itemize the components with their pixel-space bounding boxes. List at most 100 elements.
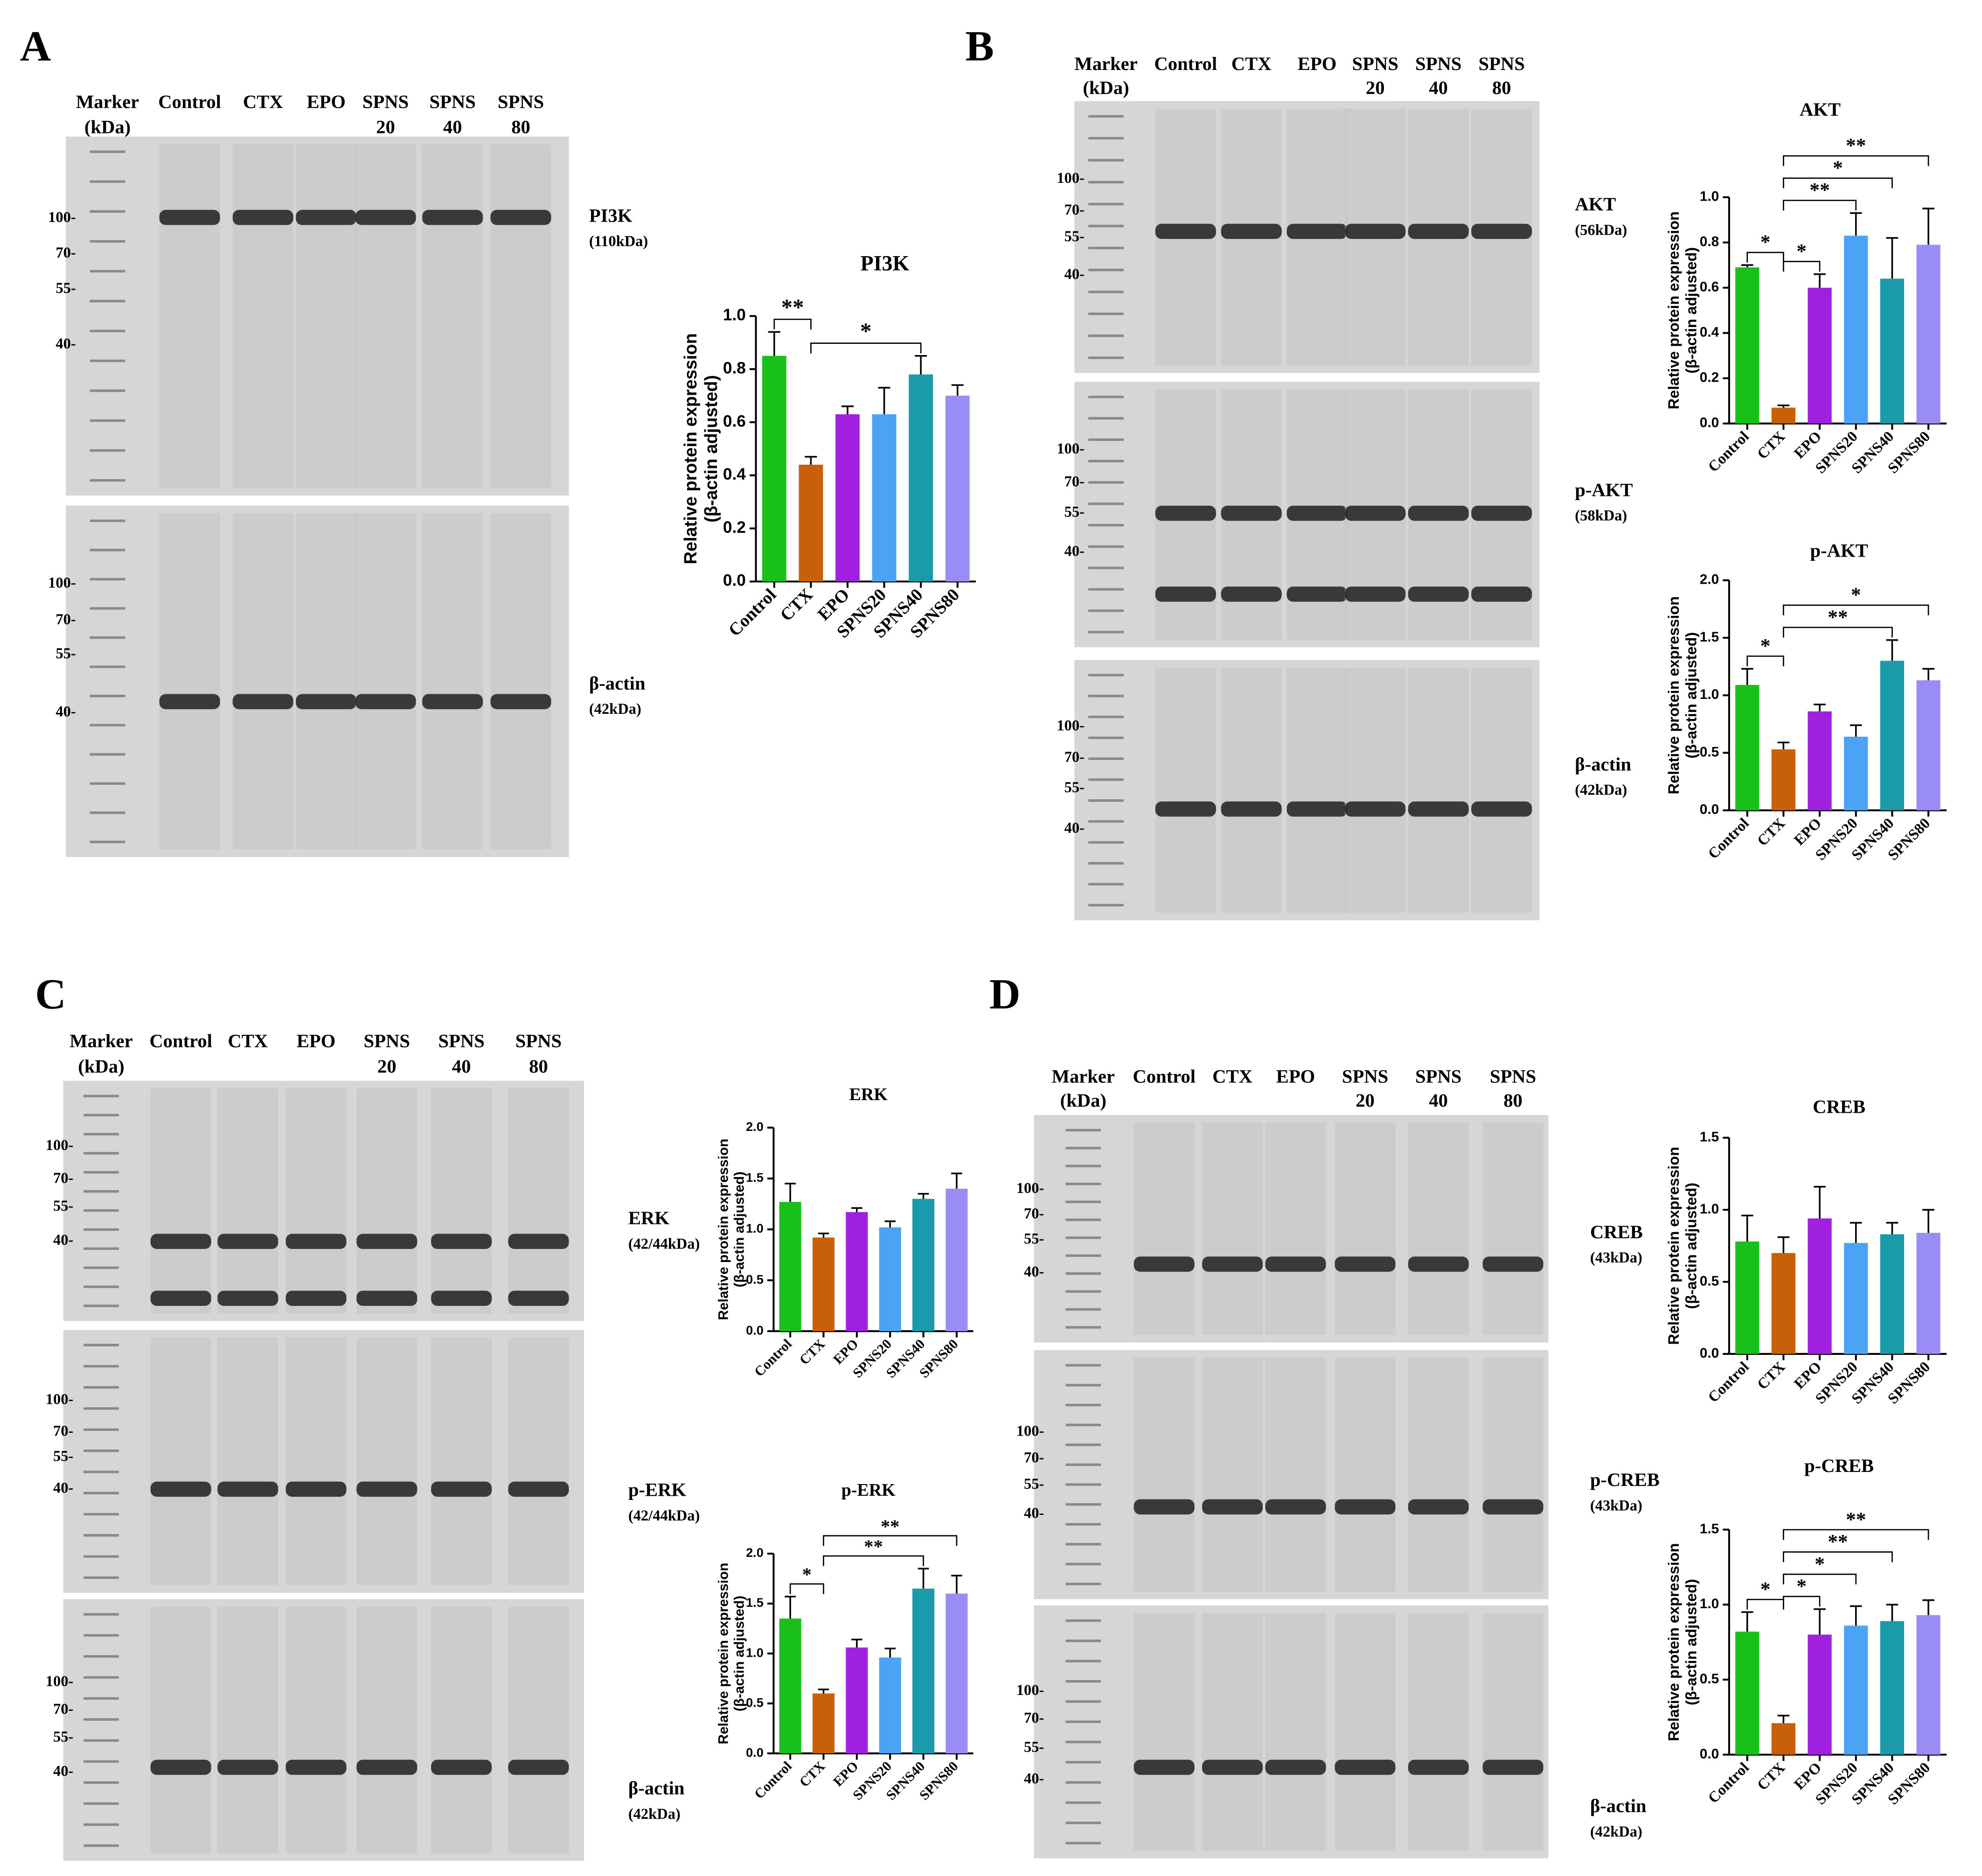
y-axis-label: (β-actin adjusted) <box>1683 1183 1699 1309</box>
protein-band <box>1482 1499 1544 1515</box>
error-bar <box>1886 639 1899 661</box>
sig-bracket <box>1783 604 1929 615</box>
error-bar <box>1741 264 1753 268</box>
panel-letter: C <box>35 970 66 1018</box>
lane-smear <box>1335 1123 1396 1335</box>
lane-label: Control <box>158 91 221 112</box>
protein-band <box>217 1759 278 1775</box>
protein-band <box>1408 1759 1469 1775</box>
error-bar <box>1850 1222 1862 1243</box>
error-bar <box>1922 1209 1934 1233</box>
bar <box>1880 1621 1905 1755</box>
error-bar <box>1814 704 1826 711</box>
marker-label: 40- <box>56 335 76 352</box>
bar <box>1771 749 1796 810</box>
lane-label: (kDa) <box>1083 77 1129 98</box>
lane-smear <box>1265 1123 1326 1335</box>
bar <box>872 414 897 582</box>
protein-band <box>508 1234 569 1249</box>
lane-smear <box>1482 1613 1544 1851</box>
lane-label: SPNS <box>515 1031 562 1052</box>
lane-smear <box>217 1337 278 1585</box>
y-tick-label: 0.5 <box>1700 744 1719 760</box>
marker-label: 70- <box>56 611 76 628</box>
lane-smear <box>431 1088 492 1314</box>
bar <box>1844 737 1868 810</box>
sig-bracket <box>1783 1596 1821 1607</box>
marker-label: 100- <box>1016 1423 1044 1439</box>
chart-title: p-CREB <box>1804 1455 1874 1476</box>
bar <box>1880 1234 1905 1354</box>
protein-band <box>1287 223 1348 239</box>
y-tick-label: 2.0 <box>746 1119 764 1134</box>
marker-label: 55- <box>1024 1476 1044 1492</box>
protein-band <box>1155 801 1216 817</box>
bar <box>1880 279 1905 424</box>
lane-smear <box>1408 667 1469 913</box>
sig-label: ** <box>864 1536 883 1557</box>
marker-label: 100- <box>46 1137 74 1154</box>
sig-bracket <box>1746 1598 1784 1610</box>
protein-band <box>431 1481 492 1497</box>
bar <box>1735 1241 1759 1354</box>
protein-label: p-CREB <box>1590 1469 1660 1490</box>
lane-label: SPNS <box>1342 1066 1388 1087</box>
error-bar <box>878 387 890 414</box>
bar <box>1844 1625 1868 1755</box>
lane-label: (kDa) <box>84 117 131 138</box>
error-bar <box>785 1183 796 1202</box>
protein-band <box>1408 505 1469 521</box>
sig-bracket <box>1783 155 1929 166</box>
sig-bracket <box>1783 627 1893 638</box>
sig-label: ** <box>881 1516 900 1537</box>
y-tick-label: 1.5 <box>746 1170 764 1185</box>
error-bar <box>1922 1599 1934 1615</box>
bar <box>846 1212 868 1332</box>
y-tick-label: 1.0 <box>746 1221 764 1235</box>
error-bar <box>851 1207 862 1212</box>
lane-label: (kDa) <box>1060 1090 1106 1111</box>
lane-smear <box>217 1088 278 1314</box>
chart-title: p-AKT <box>1810 540 1868 561</box>
lane-label: EPO <box>297 1031 336 1052</box>
bar <box>1916 244 1940 424</box>
protein-band <box>285 1234 347 1249</box>
sig-label: ** <box>781 294 804 320</box>
marker-label: 55- <box>56 280 76 297</box>
protein-size: (58kDa) <box>1575 508 1627 524</box>
protein-band <box>1408 223 1469 239</box>
y-tick-label: 0.0 <box>1700 415 1719 431</box>
protein-band <box>150 1290 211 1306</box>
lane-smear <box>490 144 551 488</box>
protein-size: (56kDa) <box>1575 222 1627 238</box>
bar <box>1808 1218 1832 1354</box>
lane-smear <box>1482 1358 1544 1592</box>
lane-smear <box>285 1606 347 1854</box>
y-tick-label: 0.2 <box>1700 370 1719 385</box>
lane-label: 40 <box>1429 77 1448 98</box>
x-tick-label: CTX <box>1754 1759 1788 1793</box>
lane-smear <box>285 1088 347 1314</box>
y-tick-label: 0.0 <box>746 1745 764 1759</box>
protein-band <box>232 209 293 225</box>
lane-smear <box>356 1337 417 1585</box>
lane-smear <box>508 1088 569 1314</box>
bar <box>1735 267 1759 424</box>
protein-band <box>355 209 416 225</box>
lane-smear <box>508 1337 569 1585</box>
lane-label: 40 <box>443 117 462 138</box>
lane-label: Marker <box>76 91 139 112</box>
marker-label: 55- <box>53 1198 73 1214</box>
protein-band <box>1202 1759 1263 1775</box>
x-tick-label: Control <box>1705 1359 1753 1406</box>
error-bar <box>841 405 854 414</box>
marker-label: 40- <box>53 1232 73 1248</box>
lane-label: SPNS <box>362 91 409 112</box>
error-bar <box>1777 404 1790 408</box>
sig-label: ** <box>1828 606 1848 628</box>
marker-label: 70- <box>53 1423 73 1439</box>
protein-band <box>1408 1256 1469 1272</box>
protein-band <box>159 694 220 710</box>
marker-label: 55- <box>1024 1231 1044 1248</box>
y-tick-label: 1.0 <box>723 306 746 324</box>
